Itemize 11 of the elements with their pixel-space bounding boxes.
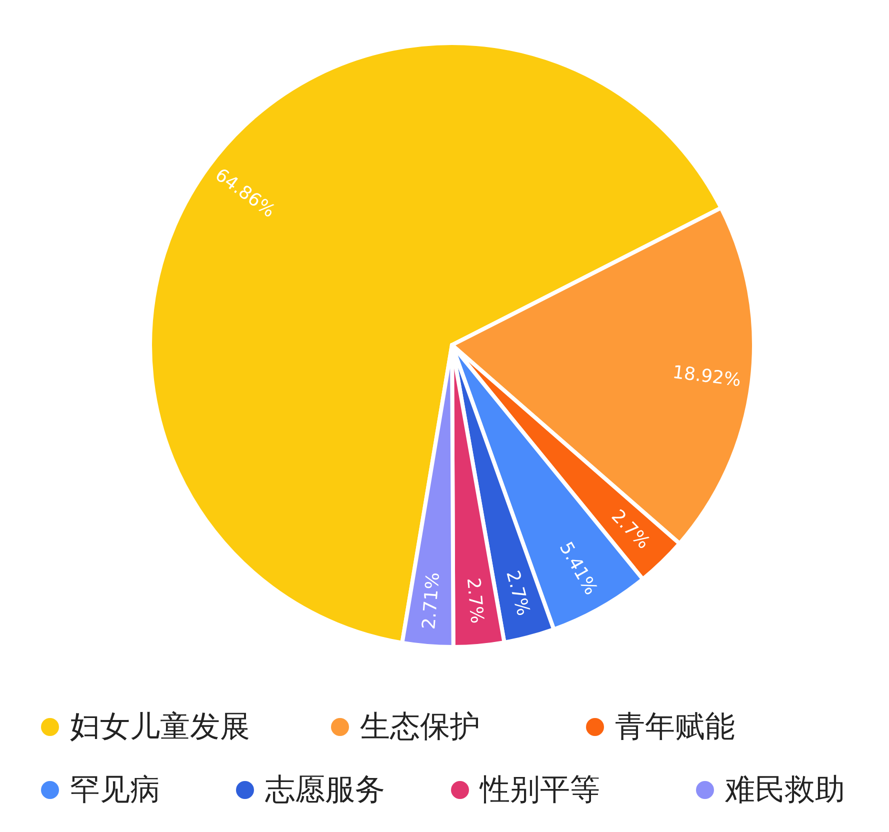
legend-label: 性别平等 bbox=[479, 772, 600, 808]
data-label: 2.7% bbox=[502, 568, 534, 618]
data-label: 18.92% bbox=[671, 362, 742, 392]
legend-label: 难民救助 bbox=[724, 772, 845, 808]
legend-label: 妇女儿童发展 bbox=[70, 710, 250, 744]
legend-label: 青年赋能 bbox=[615, 710, 735, 744]
data-label: 2.7% bbox=[462, 576, 488, 624]
legend-label: 志愿服务 bbox=[265, 772, 385, 808]
data-label: 2.71% bbox=[418, 572, 444, 630]
legend-label: 罕见病 bbox=[70, 772, 160, 808]
legend-label: 生态保护 bbox=[360, 710, 480, 744]
